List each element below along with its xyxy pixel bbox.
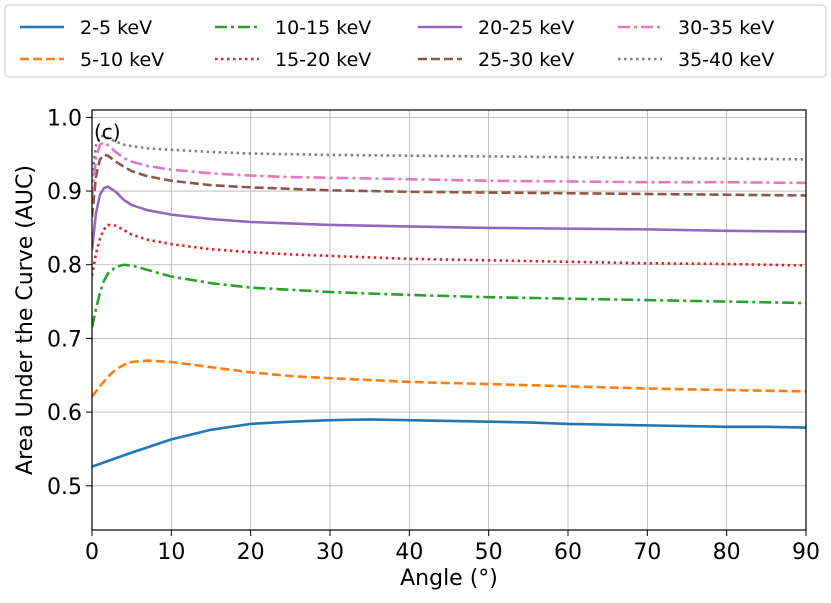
legend-label: 25-30 keV <box>478 49 574 71</box>
x-tick-label: 0 <box>85 540 99 565</box>
y-tick-label: 0.7 <box>47 327 82 352</box>
plot-area <box>92 134 806 468</box>
series-line-35-40-kev <box>92 134 806 177</box>
x-tick-label: 50 <box>475 540 503 565</box>
legend-label: 20-25 keV <box>478 17 574 39</box>
legend-box <box>4 4 827 78</box>
x-tick-label: 80 <box>713 540 741 565</box>
x-tick-label: 90 <box>792 540 820 565</box>
y-axis-title: Area Under the Curve (AUC) <box>13 165 38 475</box>
y-tick-label: 1.0 <box>47 106 82 131</box>
x-tick-label: 20 <box>237 540 265 565</box>
legend-label: 10-15 keV <box>275 17 371 39</box>
legend-label: 15-20 keV <box>275 49 371 71</box>
y-tick-label: 0.8 <box>47 254 82 279</box>
x-axis: 0 10 20 30 40 50 60 70 80 90 <box>85 530 820 565</box>
series-line-15-20-kev <box>92 223 806 277</box>
x-tick-label: 40 <box>395 540 423 565</box>
x-tick-label: 30 <box>316 540 344 565</box>
series-line-10-15-kev <box>92 263 806 328</box>
legend-label: 2-5 keV <box>80 17 152 39</box>
x-axis-title: Angle (°) <box>400 566 498 591</box>
legend-label: 5-10 keV <box>80 49 164 71</box>
y-tick-label: 0.9 <box>47 180 82 205</box>
series-line-30-35-kev <box>92 141 806 199</box>
x-tick-label: 60 <box>554 540 582 565</box>
series-lines <box>92 134 806 468</box>
series-line-20-25-kev <box>92 185 806 251</box>
y-tick-label: 0.5 <box>47 475 82 500</box>
series-line-2-5-kev <box>92 418 806 468</box>
legend: 2-5 keV 5-10 keV 10-15 keV 15-20 keV 20-25 k… <box>4 4 827 78</box>
x-tick-label: 70 <box>633 540 661 565</box>
series-line-5-10-kev <box>92 359 806 398</box>
legend-label: 35-40 keV <box>678 49 774 71</box>
plot-frame <box>91 109 807 531</box>
legend-label: 30-35 keV <box>678 17 774 39</box>
panel-label: (c) <box>94 120 121 144</box>
y-axis: 0.5 0.6 0.7 0.8 0.9 1.0 <box>47 106 92 500</box>
x-tick-label: 10 <box>157 540 185 565</box>
series-line-25-30-kev <box>92 153 806 217</box>
y-tick-label: 0.6 <box>47 401 82 426</box>
